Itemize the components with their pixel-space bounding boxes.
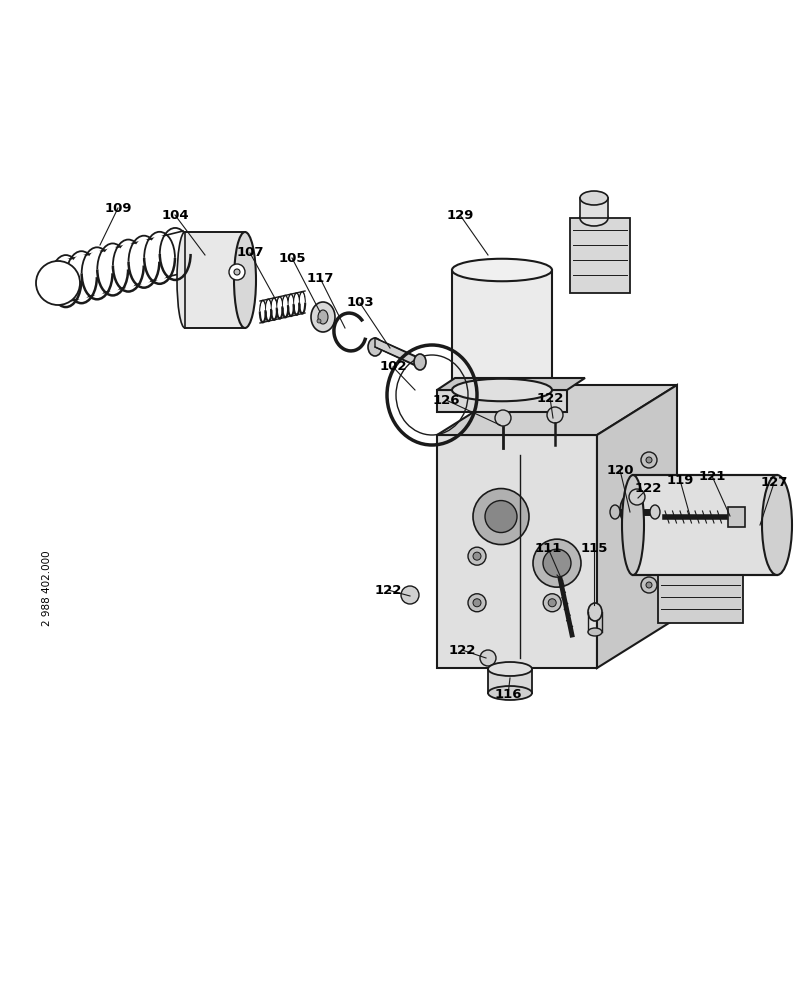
Circle shape [629, 489, 644, 505]
Text: 122: 122 [535, 391, 563, 404]
Text: 119: 119 [666, 474, 693, 487]
Circle shape [646, 457, 651, 463]
Ellipse shape [116, 243, 140, 288]
Circle shape [495, 410, 510, 426]
Ellipse shape [587, 603, 601, 621]
Circle shape [629, 497, 654, 523]
Polygon shape [452, 270, 551, 390]
Polygon shape [596, 385, 676, 668]
Circle shape [467, 547, 486, 565]
Circle shape [640, 577, 656, 593]
Ellipse shape [54, 258, 78, 304]
Polygon shape [633, 475, 776, 575]
Ellipse shape [288, 296, 293, 314]
Circle shape [473, 599, 480, 607]
Polygon shape [436, 390, 566, 412]
Polygon shape [657, 575, 742, 623]
Polygon shape [375, 338, 419, 367]
Ellipse shape [282, 297, 287, 315]
Circle shape [234, 269, 240, 275]
Circle shape [547, 407, 562, 423]
Ellipse shape [579, 191, 607, 205]
Ellipse shape [487, 662, 531, 676]
Polygon shape [569, 218, 629, 293]
Ellipse shape [294, 295, 298, 313]
Ellipse shape [367, 338, 381, 356]
Ellipse shape [621, 475, 643, 575]
Text: 129: 129 [446, 209, 473, 222]
Text: 2 988 402.000: 2 988 402.000 [42, 550, 52, 626]
Ellipse shape [487, 686, 531, 700]
Text: 116: 116 [494, 688, 521, 702]
Circle shape [316, 319, 320, 323]
Text: 107: 107 [236, 246, 264, 259]
Ellipse shape [277, 299, 281, 317]
Circle shape [401, 586, 418, 604]
Text: 126: 126 [431, 393, 459, 406]
Ellipse shape [272, 300, 276, 318]
Ellipse shape [452, 379, 551, 401]
Text: 117: 117 [306, 271, 333, 284]
Circle shape [467, 594, 486, 612]
Polygon shape [185, 232, 245, 328]
Polygon shape [436, 378, 584, 390]
Ellipse shape [234, 232, 255, 328]
Ellipse shape [761, 475, 791, 575]
Circle shape [484, 501, 517, 533]
Text: 105: 105 [278, 251, 306, 264]
Circle shape [543, 594, 560, 612]
Polygon shape [579, 198, 607, 218]
Ellipse shape [311, 302, 335, 332]
Text: 122: 122 [448, 644, 475, 656]
Circle shape [36, 261, 80, 305]
Ellipse shape [452, 259, 551, 281]
Polygon shape [727, 507, 744, 527]
Ellipse shape [299, 294, 304, 312]
Ellipse shape [318, 310, 328, 324]
Polygon shape [436, 385, 676, 435]
Ellipse shape [132, 239, 156, 285]
Circle shape [547, 599, 556, 607]
Ellipse shape [414, 354, 426, 370]
Text: 102: 102 [379, 360, 406, 373]
Text: 115: 115 [580, 542, 607, 554]
Circle shape [646, 582, 651, 588]
Text: 122: 122 [633, 482, 661, 494]
Ellipse shape [177, 232, 193, 328]
Ellipse shape [85, 250, 109, 296]
Text: 111: 111 [534, 542, 561, 554]
Text: 109: 109 [104, 202, 131, 215]
Text: 127: 127 [759, 477, 787, 489]
Circle shape [543, 549, 570, 577]
Ellipse shape [70, 254, 93, 300]
Polygon shape [436, 435, 596, 668]
Ellipse shape [101, 247, 124, 292]
Ellipse shape [260, 302, 265, 320]
Circle shape [620, 488, 663, 532]
Polygon shape [487, 669, 531, 693]
Circle shape [640, 452, 656, 468]
Circle shape [473, 552, 480, 560]
Text: 120: 120 [606, 464, 633, 477]
Circle shape [229, 264, 245, 280]
Circle shape [479, 650, 496, 666]
Text: 121: 121 [697, 470, 725, 483]
Ellipse shape [587, 628, 601, 636]
Circle shape [473, 489, 528, 545]
Circle shape [532, 539, 581, 587]
Text: 104: 104 [161, 209, 189, 222]
Text: 122: 122 [374, 584, 401, 596]
Ellipse shape [609, 505, 620, 519]
Ellipse shape [649, 505, 659, 519]
Ellipse shape [579, 210, 607, 226]
Ellipse shape [148, 235, 171, 281]
Ellipse shape [266, 301, 271, 319]
Text: 103: 103 [345, 296, 373, 310]
